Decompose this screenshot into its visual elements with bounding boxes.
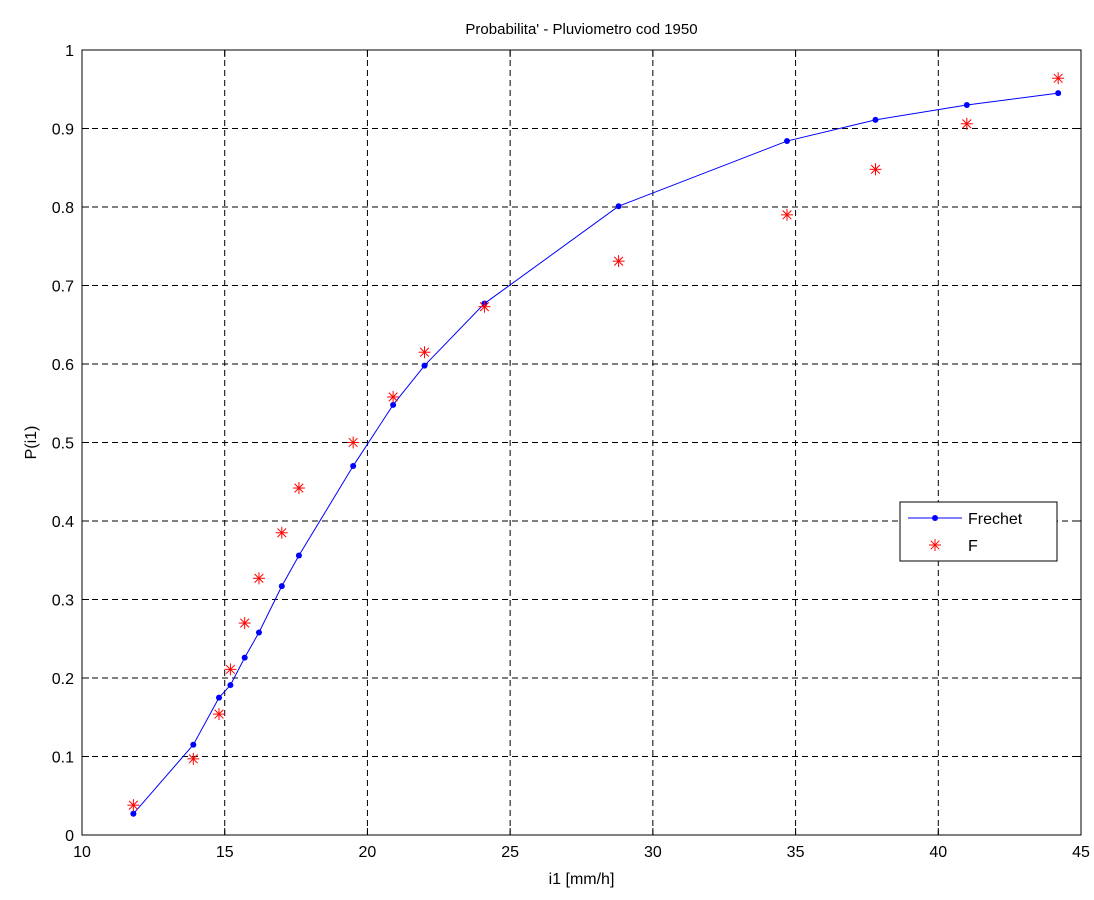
frechet-point: [963, 101, 970, 108]
x-tick-label: 15: [216, 844, 234, 861]
legend-label: F: [968, 538, 978, 555]
series-frechet: [130, 90, 1062, 817]
f-point: [960, 117, 973, 130]
f-point: [1052, 72, 1065, 85]
frechet-point: [241, 654, 248, 661]
f-point: [224, 663, 237, 676]
x-tick-label: 30: [644, 844, 662, 861]
f-point: [238, 617, 251, 630]
y-tick-label: 0.7: [52, 279, 74, 296]
f-point: [869, 163, 882, 176]
chart-title: Probabilita' - Pluviometro cod 1950: [465, 21, 697, 38]
axis-ticks: 10 15 20 25 30 35 40 45 0 0.1 0.2 0.3 0.4 0.5 0.6 0.7 0.…: [52, 43, 1090, 861]
frechet-point: [784, 138, 791, 145]
legend-entry-f: F: [929, 538, 978, 555]
y-tick-label: 0.2: [52, 671, 74, 688]
f-point: [347, 436, 360, 449]
frechet-point: [295, 552, 302, 559]
frechet-point: [216, 694, 223, 701]
x-axis-label: i1 [mm/h]: [549, 871, 615, 888]
x-tick-label: 45: [1072, 844, 1090, 861]
series-layer: [127, 72, 1065, 817]
frechet-point: [1055, 90, 1062, 97]
f-point: [292, 482, 305, 495]
frechet-point: [278, 583, 285, 590]
y-tick-label: 1: [65, 43, 74, 60]
f-point: [252, 572, 265, 585]
x-tick-label: 40: [929, 844, 947, 861]
y-tick-label: 0.9: [52, 122, 74, 139]
f-point: [612, 255, 625, 268]
y-tick-label: 0.8: [52, 200, 74, 217]
y-tick-label: 0.6: [52, 357, 74, 374]
legend-marker: [932, 515, 938, 521]
y-tick-label: 0.4: [52, 514, 74, 531]
frechet-point: [130, 810, 137, 817]
grid-lines: [82, 50, 1081, 835]
f-point: [418, 346, 431, 359]
x-tick-label: 10: [73, 844, 91, 861]
y-tick-label: 0.3: [52, 593, 74, 610]
frechet-point: [190, 741, 197, 748]
f-point: [387, 390, 400, 403]
legend-entries: Frechet F: [908, 511, 1023, 555]
legend-box: [899, 501, 1058, 562]
y-tick-label: 0: [65, 828, 74, 845]
frechet-point: [350, 463, 357, 470]
legend-entry-frechet: Frechet: [908, 511, 1023, 528]
frechet-point: [421, 362, 428, 369]
legend-marker: [929, 539, 941, 551]
frechet-point: [227, 682, 234, 689]
y-tick-label: 0.1: [52, 750, 74, 767]
legend-label: Frechet: [968, 511, 1023, 528]
f-point: [187, 752, 200, 765]
x-tick-label: 35: [787, 844, 805, 861]
legend: Frechet F: [899, 501, 1058, 562]
series-f: [127, 72, 1065, 812]
y-tick-label: 0.5: [52, 436, 74, 453]
x-tick-label: 25: [501, 844, 519, 861]
x-tick-label: 20: [359, 844, 377, 861]
f-point: [213, 708, 226, 721]
y-axis-label: P(i1): [23, 426, 40, 460]
frechet-point: [255, 629, 262, 636]
f-point: [781, 208, 794, 221]
frechet-point: [390, 401, 397, 408]
frechet-point: [615, 203, 622, 210]
f-point: [127, 799, 140, 812]
f-point: [478, 300, 491, 313]
f-point: [275, 526, 288, 539]
frechet-point: [872, 116, 879, 123]
